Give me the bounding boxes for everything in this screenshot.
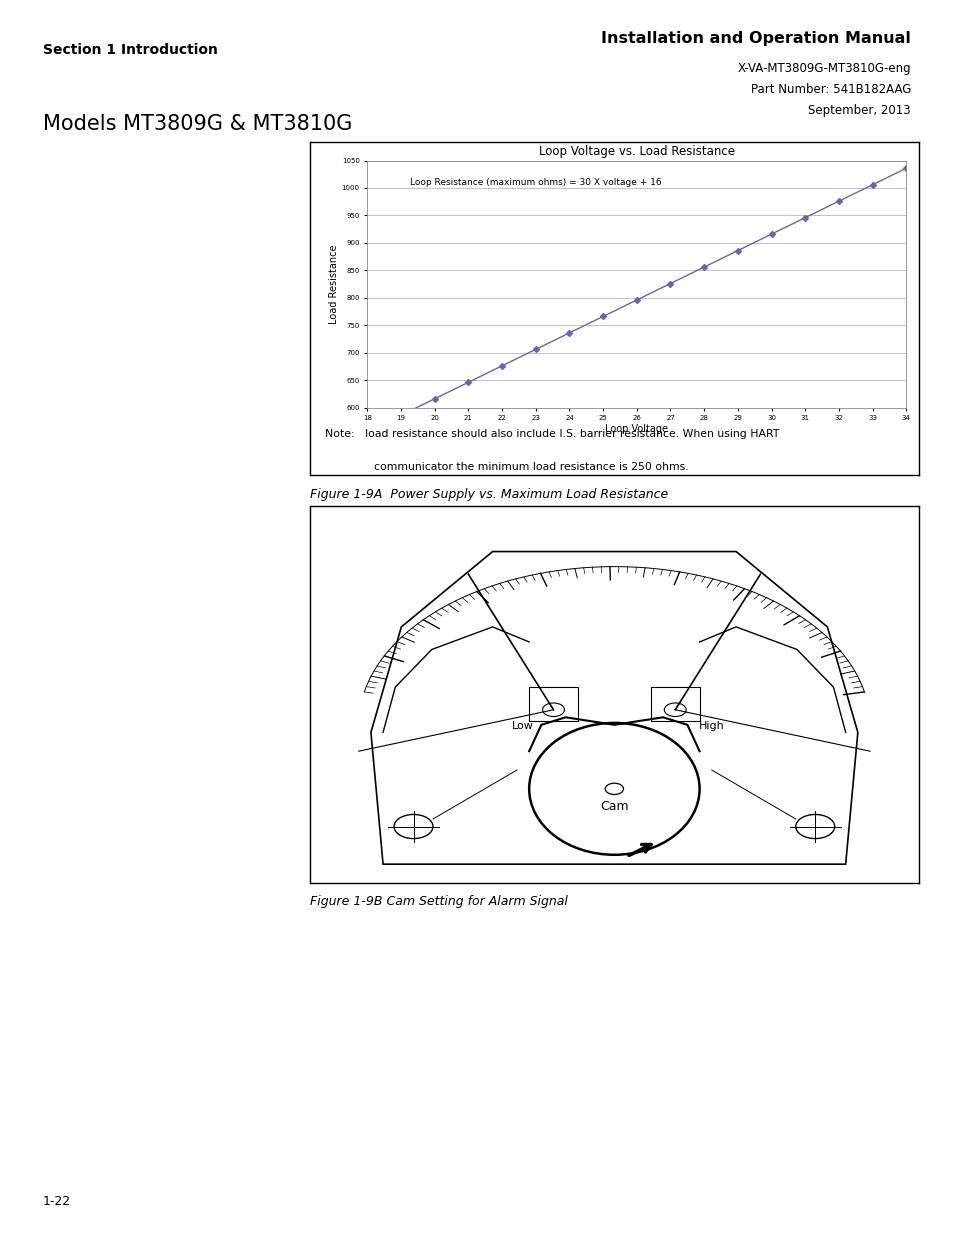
Y-axis label: Load Resistance: Load Resistance [329, 245, 338, 324]
X-axis label: Loop Voltage: Loop Voltage [604, 424, 668, 433]
Text: Figure 1-9B Cam Setting for Alarm Signal: Figure 1-9B Cam Setting for Alarm Signal [310, 895, 567, 909]
Text: Part Number: 541B182AAG: Part Number: 541B182AAG [750, 83, 910, 96]
Title: Loop Voltage vs. Load Resistance: Loop Voltage vs. Load Resistance [538, 144, 734, 158]
Text: Models MT3809G & MT3810G: Models MT3809G & MT3810G [43, 114, 352, 133]
Text: Section 1 Introduction: Section 1 Introduction [43, 43, 217, 57]
Text: September, 2013: September, 2013 [807, 104, 910, 117]
Text: Cam: Cam [599, 800, 628, 813]
Text: Note:   load resistance should also include I.S. barrier resistance. When using : Note: load resistance should also includ… [325, 429, 779, 438]
Text: Loop Resistance (maximum ohms) = 30 X voltage + 16: Loop Resistance (maximum ohms) = 30 X vo… [410, 178, 661, 186]
Text: Figure 1-9A  Power Supply vs. Maximum Load Resistance: Figure 1-9A Power Supply vs. Maximum Loa… [310, 488, 668, 501]
Text: X-VA-MT3809G-MT3810G-eng: X-VA-MT3809G-MT3810G-eng [737, 62, 910, 75]
Text: Installation and Operation Manual: Installation and Operation Manual [600, 31, 910, 46]
Text: communicator the minimum load resistance is 250 ohms.: communicator the minimum load resistance… [325, 462, 688, 472]
Text: Low: Low [512, 721, 534, 731]
Text: High: High [699, 721, 724, 731]
Text: 1-22: 1-22 [43, 1194, 71, 1208]
